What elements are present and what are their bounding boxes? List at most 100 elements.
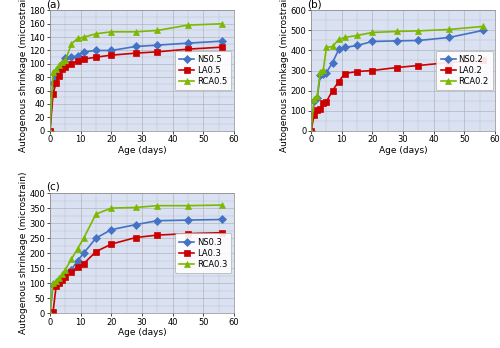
RCA0.3	[185, 204, 191, 208]
LA0.3	[133, 235, 139, 239]
LA0.2	[480, 58, 486, 63]
RCA0.5	[68, 42, 74, 46]
LA0.2	[324, 100, 330, 104]
NS0.2	[354, 44, 360, 48]
NS0.5	[56, 69, 62, 73]
NS0.5	[108, 48, 114, 53]
RCA0.3	[218, 203, 224, 207]
LA0.3	[93, 250, 99, 254]
LA0.5	[80, 57, 86, 61]
RCA0.5	[47, 128, 53, 133]
LA0.3	[218, 231, 224, 235]
LA0.5	[68, 62, 74, 66]
NS0.3	[80, 251, 86, 255]
RCA0.3	[56, 276, 62, 280]
Text: (c): (c)	[46, 182, 60, 192]
LA0.5	[60, 67, 66, 71]
RCA0.5	[74, 37, 80, 41]
RCA0.5	[108, 30, 114, 34]
RCA0.2	[318, 69, 324, 73]
LA0.3	[80, 262, 86, 266]
NS0.3	[133, 222, 139, 227]
RCA0.2	[308, 128, 314, 133]
Y-axis label: Autogenous shrinkage (microstrain): Autogenous shrinkage (microstrain)	[280, 0, 289, 152]
X-axis label: Age (days): Age (days)	[118, 329, 166, 338]
RCA0.3	[62, 268, 68, 272]
NS0.2	[324, 70, 330, 74]
RCA0.5	[133, 30, 139, 34]
NS0.5	[50, 80, 56, 85]
Line: RCA0.2: RCA0.2	[308, 24, 486, 133]
NS0.5	[68, 55, 74, 59]
LA0.5	[62, 65, 68, 69]
NS0.3	[108, 228, 114, 232]
RCA0.5	[218, 22, 224, 26]
LA0.2	[311, 112, 317, 117]
RCA0.3	[154, 204, 160, 208]
X-axis label: Age (days): Age (days)	[118, 146, 166, 155]
LA0.2	[354, 69, 360, 73]
RCA0.2	[311, 96, 317, 101]
Legend: NS0.5, LA0.5, RCA0.5: NS0.5, LA0.5, RCA0.5	[176, 51, 232, 90]
NS0.5	[53, 75, 59, 79]
LA0.5	[218, 45, 224, 49]
RCA0.2	[342, 35, 348, 40]
NS0.2	[330, 61, 336, 65]
LA0.5	[154, 50, 160, 54]
RCA0.5	[93, 32, 99, 36]
LA0.3	[185, 231, 191, 236]
Line: LA0.2: LA0.2	[308, 58, 486, 133]
NS0.2	[370, 39, 376, 44]
LA0.2	[370, 69, 376, 73]
LA0.3	[108, 242, 114, 246]
Line: LA0.5: LA0.5	[47, 45, 224, 133]
LA0.5	[185, 47, 191, 51]
NS0.2	[311, 98, 317, 103]
RCA0.2	[480, 24, 486, 29]
NS0.5	[218, 39, 224, 43]
NS0.3	[62, 272, 68, 276]
RCA0.3	[50, 281, 56, 285]
RCA0.2	[370, 30, 376, 34]
Line: NS0.3: NS0.3	[47, 217, 224, 316]
NS0.5	[154, 43, 160, 47]
Legend: NS0.2, LA0.2, RCA0.2: NS0.2, LA0.2, RCA0.2	[436, 51, 492, 90]
LA0.2	[336, 79, 342, 84]
NS0.3	[185, 218, 191, 222]
RCA0.3	[74, 246, 80, 251]
RCA0.2	[336, 37, 342, 41]
RCA0.5	[60, 60, 66, 64]
RCA0.2	[314, 94, 320, 98]
NS0.3	[154, 219, 160, 223]
X-axis label: Age (days): Age (days)	[378, 146, 428, 155]
LA0.3	[68, 270, 74, 274]
RCA0.3	[108, 206, 114, 210]
LA0.2	[416, 63, 422, 68]
RCA0.3	[93, 212, 99, 216]
NS0.5	[60, 62, 66, 66]
Line: NS0.5: NS0.5	[47, 38, 224, 133]
LA0.5	[53, 80, 59, 85]
NS0.5	[80, 50, 86, 54]
RCA0.5	[62, 58, 68, 63]
LA0.5	[56, 74, 62, 78]
LA0.3	[62, 275, 68, 279]
NS0.3	[50, 283, 56, 287]
LA0.2	[330, 88, 336, 93]
LA0.3	[50, 310, 56, 314]
NS0.3	[93, 236, 99, 240]
LA0.3	[60, 278, 66, 282]
NS0.3	[74, 259, 80, 263]
Legend: NS0.3, LA0.3, RCA0.3: NS0.3, LA0.3, RCA0.3	[175, 234, 232, 273]
NS0.5	[133, 45, 139, 49]
LA0.3	[154, 233, 160, 237]
RCA0.3	[60, 272, 66, 276]
LA0.5	[93, 55, 99, 59]
NS0.2	[336, 47, 342, 52]
Line: RCA0.5: RCA0.5	[47, 21, 224, 133]
RCA0.2	[320, 68, 326, 72]
LA0.5	[50, 92, 56, 96]
NS0.5	[47, 128, 53, 133]
Y-axis label: Autogenous shrinkage (microstrain): Autogenous shrinkage (microstrain)	[19, 172, 28, 334]
Text: (b): (b)	[308, 0, 322, 9]
